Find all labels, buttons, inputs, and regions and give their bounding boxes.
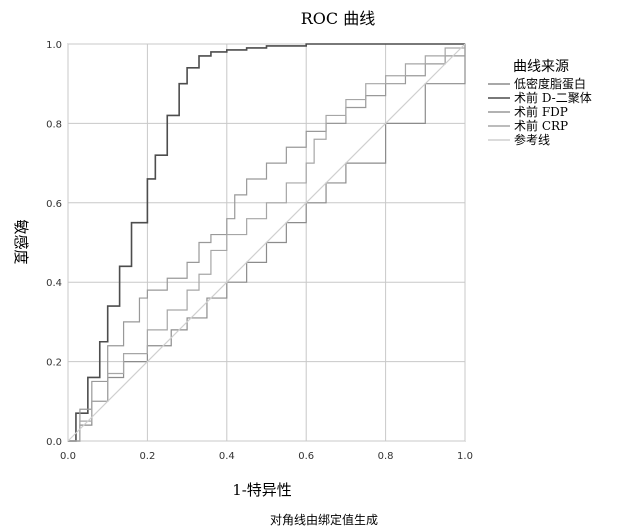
series-line-4 [67, 43, 466, 442]
x-tick-labels: 0.0 0.2 0.4 0.6 0.8 1.0 [60, 451, 473, 462]
series-lines [67, 43, 466, 442]
chart-title: ROC 曲线 [301, 9, 376, 28]
y-tick-label-5: 1.0 [46, 40, 62, 51]
y-tick-label-3: 0.6 [46, 199, 62, 210]
x-tick-label-3: 0.6 [298, 451, 314, 462]
y-tick-label-0: 0.0 [46, 437, 62, 448]
legend-label-1: 术前 D-二聚体 [514, 90, 592, 105]
legend-title: 曲线来源 [513, 59, 569, 75]
legend-label-3: 术前 CRP [514, 118, 568, 133]
series-line-1 [68, 43, 465, 442]
y-tick-label-2: 0.4 [46, 278, 62, 289]
chart-footnote: 对角线由绑定值生成 [270, 512, 378, 527]
y-tick-labels: 0.0 0.2 0.4 0.6 0.8 1.0 [46, 40, 62, 448]
y-axis-label: 敏感度 [12, 219, 30, 264]
x-tick-label-4: 0.8 [378, 451, 394, 462]
legend-label-0: 低密度脂蛋白 [514, 76, 586, 91]
y-tick-label-1: 0.2 [46, 358, 62, 369]
x-axis-label: 1-特异性 [232, 481, 292, 499]
x-tick-label-2: 0.4 [219, 451, 235, 462]
x-tick-label-0: 0.0 [60, 451, 76, 462]
legend-label-4: 参考线 [514, 132, 550, 147]
x-tick-label-5: 1.0 [457, 451, 473, 462]
y-tick-label-4: 0.8 [46, 119, 62, 130]
legend-label-2: 术前 FDP [514, 104, 568, 119]
series-line-3 [68, 44, 466, 442]
x-tick-label-1: 0.2 [139, 451, 155, 462]
